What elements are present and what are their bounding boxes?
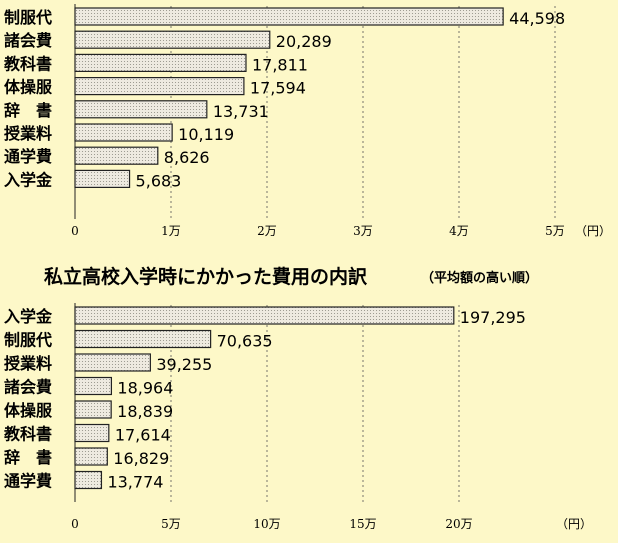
category-label: 入学金 [4,170,53,189]
value-label: 39,255 [156,355,212,374]
category-label: 辞 書 [4,101,52,120]
chart-subtitle: （平均額の高い順） [421,270,538,286]
tick-label: 3万 [353,224,373,238]
category-label: 辞 書 [4,448,52,467]
tick-label: 5万 [545,224,565,238]
category-label: 通学費 [4,472,52,491]
category-label: 制服代 [4,8,52,27]
unit-label: （円） [575,224,611,238]
bar [74,329,212,349]
tick-label: 4万 [449,224,469,238]
bar [74,53,247,73]
value-label: 17,594 [250,79,306,98]
category-label: 教科書 [4,54,52,73]
bar [74,30,271,49]
value-label: 17,614 [115,426,171,445]
tick-label: 2万 [257,224,277,238]
tick-label: 0 [71,517,79,531]
tick-label: 0 [71,224,79,238]
value-label: 16,829 [113,449,169,468]
value-label: 5,683 [136,171,182,190]
bar [74,123,173,142]
value-label: 18,964 [117,379,173,398]
value-label: 44,598 [509,9,565,28]
category-label: 授業料 [4,354,52,373]
chart-title: 私立高校入学時にかかった費用の内訳 [44,265,368,288]
bar [74,376,113,396]
bar [74,169,131,188]
tick-label: 20万 [445,517,472,531]
unit-label: （円） [556,517,592,531]
category-label: 授業料 [4,124,52,143]
bar [74,100,208,119]
bar [74,146,159,165]
bar [74,7,504,26]
chart-top: 制服代 44,598 諸会費 20,289 教科書 17,811 体操服 17,594 辞 書 1… [4,4,611,238]
value-label: 197,295 [460,308,526,327]
tick-label: 10万 [253,517,280,531]
category-label: 体操服 [4,401,53,420]
value-label: 18,839 [117,402,173,421]
value-label: 70,635 [217,332,273,351]
bar [74,400,112,419]
value-label: 17,811 [252,55,308,74]
value-label: 10,119 [178,125,234,144]
category-label: 教科書 [4,425,52,444]
bar [74,306,455,325]
category-label: 制服代 [4,331,52,350]
tick-label: 5万 [161,517,181,531]
bar [74,470,103,490]
value-label: 8,626 [164,148,210,167]
bar [74,447,108,466]
category-label: 入学金 [4,307,53,326]
category-label: 体操服 [4,78,53,97]
value-label: 20,289 [276,32,332,51]
tick-label: 1万 [161,224,181,238]
tick-label: 15万 [349,517,376,531]
bar [74,423,110,443]
value-label: 13,731 [213,102,269,121]
value-label: 13,774 [107,473,163,492]
bar [74,353,151,372]
bar [74,76,245,96]
category-label: 諸会費 [4,31,52,50]
category-label: 諸会費 [4,378,52,397]
category-label: 通学費 [4,147,52,166]
chart-bottom: 入学金 197,295 制服代 70,635 授業料 39,255 諸会費 18,964 体操服… [4,303,592,531]
